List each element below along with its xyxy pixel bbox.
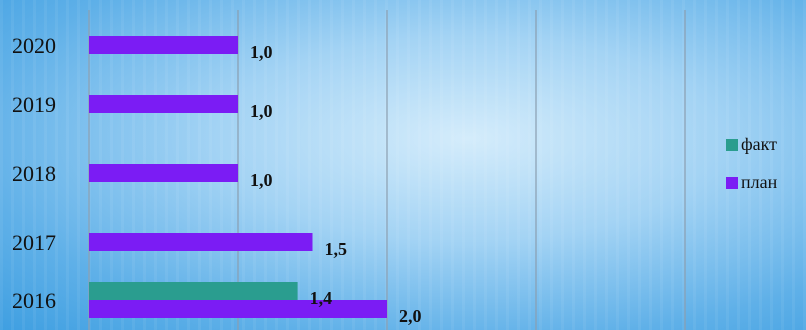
- bar-факт-2016: [89, 282, 298, 300]
- category-label-2016: 2016: [12, 288, 56, 313]
- bars: [89, 36, 387, 318]
- bar-план-2018: [89, 164, 238, 182]
- value-label-план-2020: 1,0: [250, 42, 273, 62]
- value-label-план-2016: 2,0: [399, 306, 422, 326]
- legend-label-план: план: [741, 172, 778, 192]
- value-label-план-2017: 1,5: [325, 239, 348, 259]
- bar-план-2016: [89, 300, 387, 318]
- gridlines: [88, 10, 686, 330]
- category-label-2020: 2020: [12, 33, 56, 58]
- legend-label-факт: факт: [741, 134, 777, 154]
- bar-план-2020: [89, 36, 238, 54]
- value-labels: 1,4 2,0 1,5 1,0 1,0 1,0: [250, 42, 422, 326]
- bar-план-2017: [89, 233, 313, 251]
- value-label-план-2019: 1,0: [250, 101, 273, 121]
- category-label-2018: 2018: [12, 161, 56, 186]
- value-label-факт-2016: 1,4: [310, 288, 333, 308]
- category-label-2019: 2019: [12, 92, 56, 117]
- legend-swatch-факт: [726, 139, 738, 151]
- value-label-план-2018: 1,0: [250, 170, 273, 190]
- category-labels: 2016 2017 2018 2019 2020: [12, 33, 56, 313]
- legend: факт план: [726, 134, 778, 192]
- category-label-2017: 2017: [12, 230, 56, 255]
- legend-swatch-план: [726, 177, 738, 189]
- bar-план-2019: [89, 95, 238, 113]
